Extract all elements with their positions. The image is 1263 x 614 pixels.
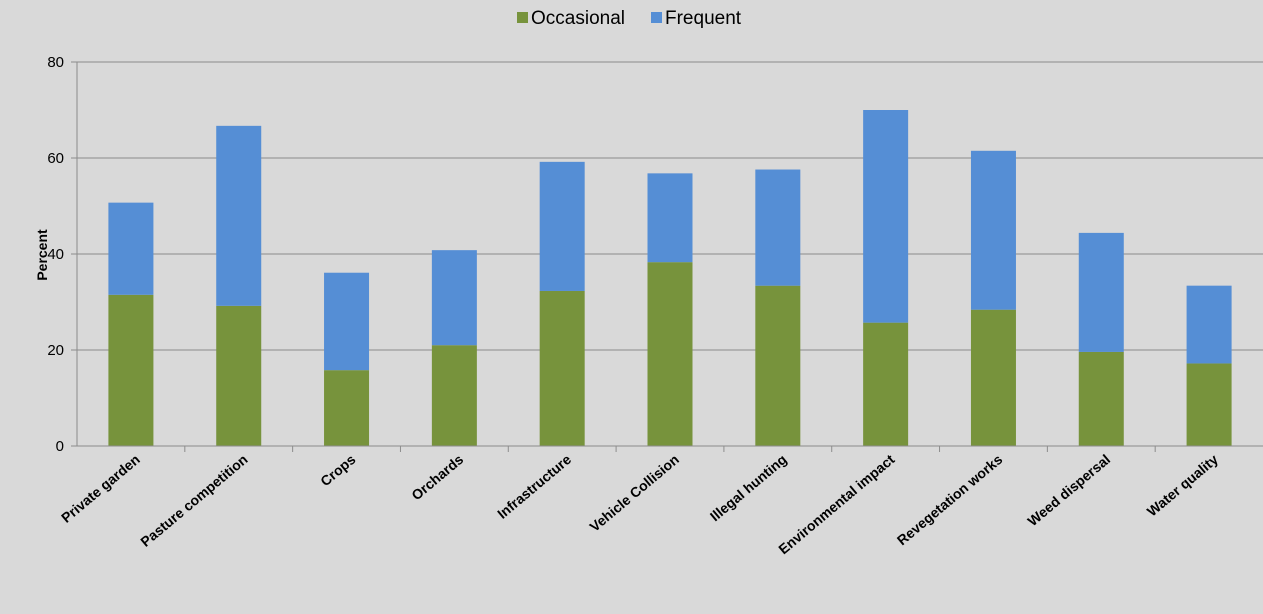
bar-frequent-weed-dispersal — [1078, 232, 1124, 352]
y-tick-label: 0 — [56, 438, 64, 455]
y-tick-label: 60 — [47, 150, 64, 167]
bars — [108, 110, 1232, 446]
bar-occasional-crops — [324, 370, 370, 446]
legend-swatch-frequent — [651, 12, 662, 23]
axes — [71, 61, 1263, 452]
bar-occasional-environmental-impact — [863, 322, 909, 446]
bar-occasional-orchards — [431, 345, 477, 446]
x-tick-label: Revegetation works — [894, 451, 1006, 548]
y-tick-label: 40 — [47, 246, 64, 263]
bar-frequent-revegetation-works — [970, 150, 1016, 310]
x-tick-label: Vehicle Collision — [586, 451, 682, 535]
x-tick-label: Infrastructure — [494, 451, 574, 522]
bar-occasional-vehicle-collision — [647, 262, 693, 446]
legend-label-occasional: Occasional — [531, 8, 625, 29]
x-tick-label: Orchards — [408, 451, 466, 503]
bar-occasional-weed-dispersal — [1078, 351, 1124, 446]
x-tick-label: Private garden — [58, 451, 143, 526]
bar-frequent-illegal-hunting — [755, 169, 801, 286]
bar-frequent-infrastructure — [539, 161, 585, 291]
x-tick-label: Crops — [317, 451, 358, 489]
bar-frequent-vehicle-collision — [647, 173, 693, 263]
y-tick-label: 80 — [47, 54, 64, 71]
x-tick-label: Illegal hunting — [707, 451, 790, 524]
bar-occasional-illegal-hunting — [755, 285, 801, 446]
legend-swatch-occasional — [517, 12, 528, 23]
legend: Occasional Frequent — [517, 8, 742, 29]
bar-occasional-water-quality — [1186, 363, 1232, 446]
y-tick-label: 20 — [47, 342, 64, 359]
x-tick-label: Environmental impact — [775, 451, 898, 557]
bar-frequent-pasture-competition — [216, 125, 262, 306]
x-tick-label: Weed dispersal — [1024, 451, 1113, 529]
bar-occasional-revegetation-works — [970, 309, 1016, 446]
bar-frequent-crops — [324, 272, 370, 371]
bar-frequent-environmental-impact — [863, 110, 909, 323]
bar-occasional-pasture-competition — [216, 305, 262, 446]
x-tick-label: Water quality — [1144, 451, 1221, 520]
y-axis-label: Percent — [34, 229, 50, 281]
y-tick-labels: 0 20 40 60 80 — [47, 54, 64, 455]
bar-occasional-infrastructure — [539, 290, 585, 446]
bar-frequent-orchards — [431, 250, 477, 346]
bar-frequent-private-garden — [108, 202, 154, 295]
legend-label-frequent: Frequent — [665, 8, 742, 29]
bar-frequent-water-quality — [1186, 285, 1232, 364]
bar-occasional-private-garden — [108, 294, 154, 446]
x-tick-label: Pasture competition — [137, 451, 250, 550]
